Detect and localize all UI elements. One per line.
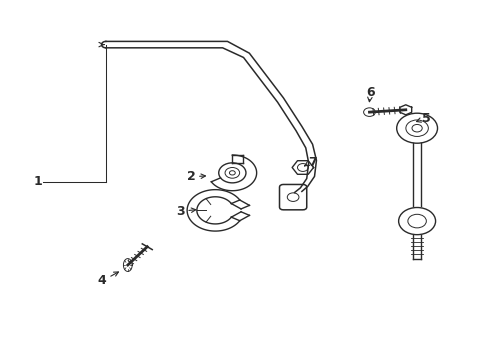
Text: 3: 3 [176,204,184,217]
Text: 6: 6 [366,86,374,99]
Text: 5: 5 [422,112,430,125]
Text: 2: 2 [186,170,195,183]
Text: 1: 1 [33,175,42,188]
Text: 4: 4 [98,274,106,287]
Text: 7: 7 [307,156,316,168]
